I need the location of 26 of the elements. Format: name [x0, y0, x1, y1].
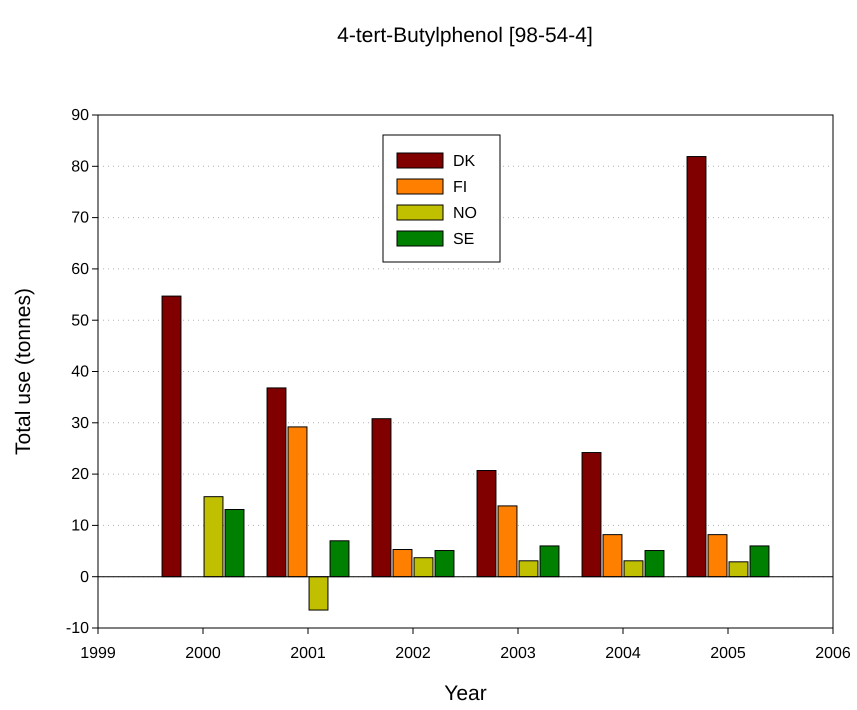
x-tick-label: 2003 — [500, 644, 536, 662]
legend-label: FI — [453, 179, 468, 196]
x-tick-label: 2002 — [395, 644, 431, 662]
x-tick-label: 2004 — [605, 644, 641, 662]
chart-title: 4-tert-Butylphenol [98-54-4] — [337, 24, 593, 47]
y-tick-label: 50 — [71, 312, 90, 330]
y-tick-label: 80 — [71, 158, 90, 176]
y-axis-title: Total use (tonnes) — [12, 288, 35, 455]
y-tick-label: 90 — [71, 107, 90, 124]
y-tick-label: -10 — [66, 620, 90, 638]
x-tick-label: 1999 — [80, 644, 116, 662]
x-tick-label: 2005 — [710, 644, 746, 662]
y-tick-label: 30 — [71, 414, 90, 432]
legend-label: NO — [453, 205, 477, 222]
x-tick-label: 2001 — [290, 644, 326, 662]
x-tick-label: 2000 — [185, 644, 221, 662]
legend-label: SE — [453, 231, 474, 248]
y-tick-label: 20 — [71, 466, 90, 484]
x-axis-title: Year — [444, 682, 487, 705]
y-tick-label: 10 — [71, 518, 90, 535]
y-tick-label: 40 — [71, 364, 90, 381]
x-tick-label: 2006 — [815, 644, 851, 662]
y-tick-label: 0 — [80, 568, 90, 586]
y-tick-label: 60 — [71, 261, 90, 278]
y-tick-label: 70 — [71, 210, 90, 227]
legend-label: DK — [453, 153, 476, 170]
